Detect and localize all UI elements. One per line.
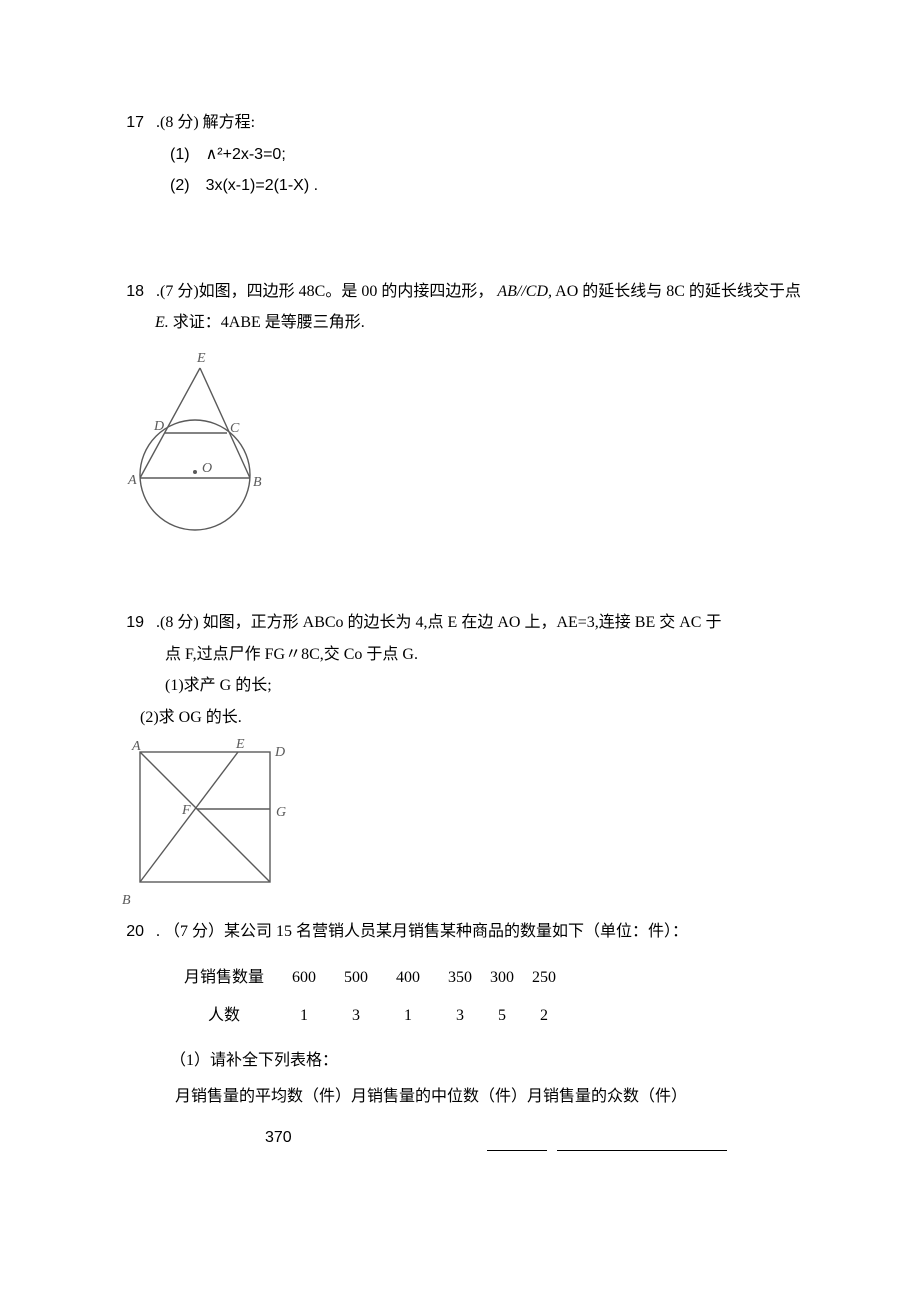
q19-line1: 19 .(8 分) 如图，正方形 ABCo 的边长为 4,点 E 在边 AO 上… [120,610,920,636]
stats-h3: 月销售量的众数（件） [527,1084,687,1110]
q18-figure: E D C A B O [120,350,920,540]
label-A: A [127,473,137,488]
cell: 600 [278,959,330,997]
q19-number: 19 [120,610,144,636]
cell: 250 [518,959,570,997]
q17-sub2-eq: 3x(x-1)=2(1-X) . [206,177,318,194]
q20-blank-mode[interactable] [557,1134,727,1151]
q17-sub2: (2) 3x(x-1)=2(1-X) . [120,173,920,199]
cell: 350 [434,959,486,997]
q20-answer-row: 370 [265,1125,920,1151]
cell: 5 [486,997,518,1035]
q17-number: 17 [120,110,144,136]
q19-line2: 点 F,过点尸作 FG〃8C,交 Co 于点 G. [120,642,920,668]
label-A19: A [131,739,141,754]
question-17: 17 .(8 分) 解方程: (1) ∧²+2x-3=0; (2) 3x(x-1… [120,110,920,199]
q18-line2a: E. [155,314,169,331]
q18-line2: E. 求证：4ABE 是等腰三角形. [120,310,920,336]
cell: 3 [434,997,486,1035]
label-F19: F [181,803,191,818]
cell: 500 [330,959,382,997]
q20-line1-text: . （7 分）某公司 15 名营销人员某月销售某种商品的数量如下（单位：件）： [156,923,688,940]
table-row: 人数 1 3 1 3 5 2 [170,997,570,1035]
label-B: B [253,475,262,490]
q17-sub1: (1) ∧²+2x-3=0; [120,142,920,168]
question-18: 18 .(7 分)如图，四边形 48C。是 00 的内接四边形， AB//CD,… [120,279,920,540]
q19-figure: A E D F G B [120,734,920,909]
label-O: O [202,461,212,476]
cell: 400 [382,959,434,997]
q18-number: 18 [120,279,144,305]
q17-sub1-eq: ∧²+2x-3=0; [206,146,286,163]
q20-line1: 20 . （7 分）某公司 15 名营销人员某月销售某种商品的数量如下（单位：件… [120,919,920,945]
q20-table1: 月销售数量 600 500 400 350 300 250 人数 1 3 1 3… [170,959,570,1034]
cell: 1 [278,997,330,1035]
q20-stats-header: 月销售量的平均数（件） 月销售量的中位数（件） 月销售量的众数（件） [175,1084,920,1110]
label-E19: E [235,737,245,752]
label-D19: D [274,745,285,760]
q19-line1-text: .(8 分) 如图，正方形 ABCo 的边长为 4,点 E 在边 AO 上，AE… [156,614,721,631]
cell: 300 [486,959,518,997]
q20-t1-r2-label: 人数 [170,997,278,1035]
q19-sub2: (2)求 OG 的长. [120,705,920,731]
table-row: 月销售数量 600 500 400 350 300 250 [170,959,570,997]
q18-line1c: AO 的延长线与 8C 的延长线交于点 [555,283,801,300]
label-C: C [230,421,240,436]
q17-sub2-label: (2) [170,177,190,194]
question-19: 19 .(8 分) 如图，正方形 ABCo 的边长为 4,点 E 在边 AO 上… [120,610,920,909]
q20-sub1: （1）请补全下列表格： [120,1048,920,1074]
q17-points-text: .(8 分) 解方程: [156,114,255,131]
q18-line1b: AB//CD, [497,283,552,300]
q19-sub1: (1)求产 G 的长; [120,673,920,699]
q17-sub1-label: (1) [170,146,190,163]
label-B19: B [122,893,131,908]
stats-h1: 月销售量的平均数（件） [175,1084,351,1110]
question-20: 20 . （7 分）某公司 15 名营销人员某月销售某种商品的数量如下（单位：件… [120,919,920,1151]
cell: 2 [518,997,570,1035]
q20-blank-median[interactable] [487,1134,547,1151]
cell: 3 [330,997,382,1035]
cell: 1 [382,997,434,1035]
q20-number: 20 [120,919,144,945]
label-E: E [196,351,206,366]
stats-h2: 月销售量的中位数（件） [351,1084,527,1110]
q18-svg: E D C A B O [120,350,280,540]
q20-avg: 370 [265,1125,292,1151]
q18-line2b: 求证：4ABE 是等腰三角形. [173,314,365,331]
label-G19: G [276,805,286,820]
label-D: D [153,419,164,434]
q18-line1: 18 .(7 分)如图，四边形 48C。是 00 的内接四边形， AB//CD,… [120,279,920,305]
q17-header: 17 .(8 分) 解方程: [120,110,920,136]
q20-t1-r1-label: 月销售数量 [170,959,278,997]
q19-svg: A E D F G B [120,734,300,909]
q18-line1a: .(7 分)如图，四边形 48C。是 00 的内接四边形， [156,283,493,300]
